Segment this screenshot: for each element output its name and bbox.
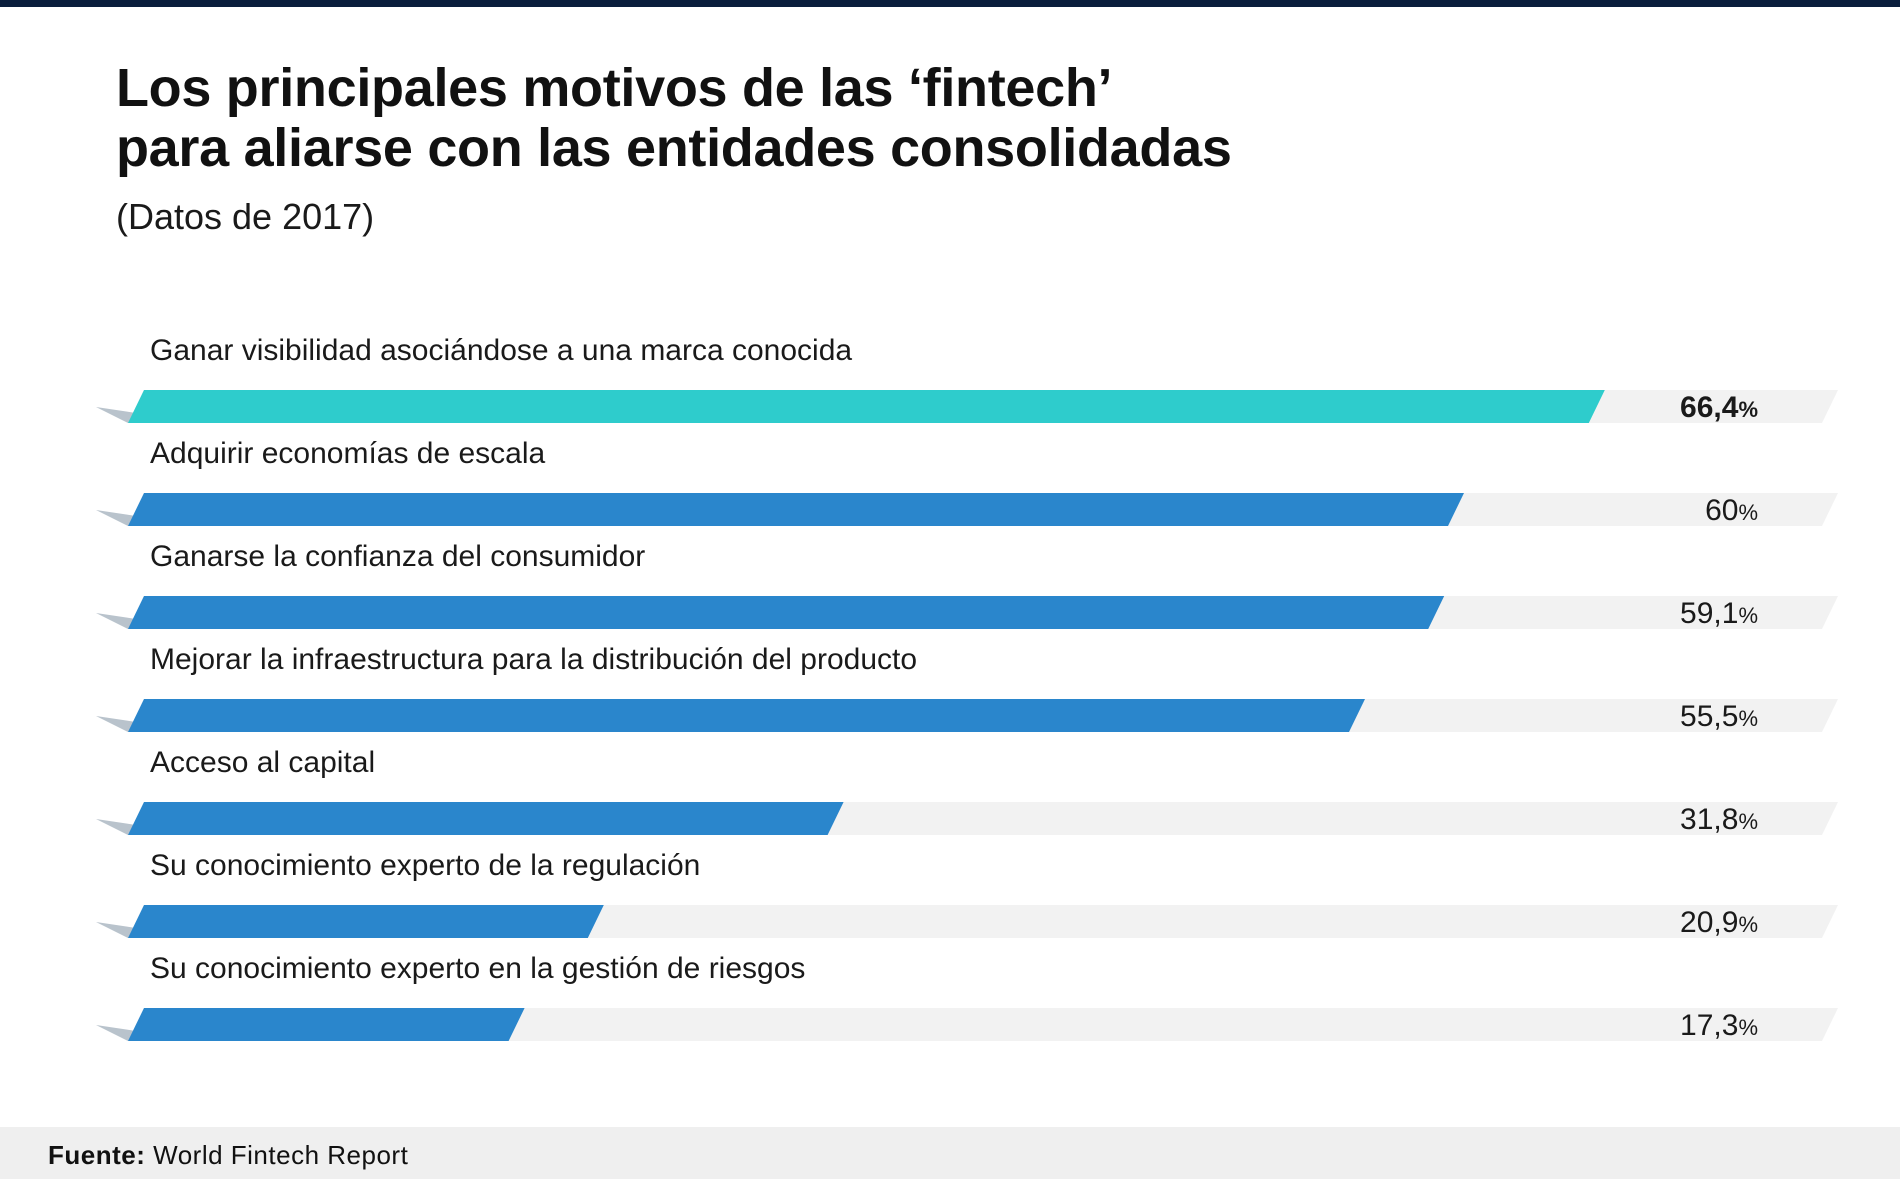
bar (128, 1008, 525, 1041)
bar-track (128, 1008, 1838, 1041)
value-label: 59,1% (1680, 597, 1758, 630)
bar (128, 802, 844, 835)
bar-shadow (96, 1025, 136, 1041)
bar-shadow (96, 922, 136, 938)
source-value: World Fintech Report (153, 1140, 409, 1170)
chart-title-line1: Los principales motivos de las ‘fintech’ (116, 58, 1113, 118)
category-label: Mejorar la infraestructura para la distr… (150, 643, 917, 676)
bar (128, 390, 1605, 423)
bar-shadow (96, 407, 136, 423)
value-label: 31,8% (1680, 803, 1758, 836)
category-label: Ganarse la confianza del consumidor (150, 540, 645, 573)
bar (128, 905, 604, 938)
source-label: Fuente: (48, 1140, 146, 1170)
value-label: 20,9% (1680, 906, 1758, 939)
source-note: Fuente: World Fintech Report (48, 1140, 408, 1171)
category-label: Su conocimiento experto en la gestión de… (150, 952, 805, 985)
bar-shadow (96, 613, 136, 629)
category-label: Su conocimiento experto de la regulación (150, 849, 700, 882)
bar (128, 596, 1445, 629)
bar-shadow (96, 510, 136, 526)
category-label: Acceso al capital (150, 746, 375, 779)
bar-shadow (96, 716, 136, 732)
category-label: Adquirir economías de escala (150, 437, 546, 470)
category-label: Ganar visibilidad asociándose a una marc… (150, 334, 852, 367)
chart-title-line2: para aliarse con las entidades consolida… (116, 118, 1232, 178)
bar-shadow (96, 819, 136, 835)
bar (128, 699, 1365, 732)
bar (128, 493, 1464, 526)
value-label: 66,4% (1680, 391, 1758, 424)
chart-title: Los principales motivos de las ‘fintech’… (116, 58, 1616, 178)
value-label: 60% (1705, 494, 1758, 527)
value-label: 55,5% (1680, 700, 1758, 733)
bar-chart: Ganar visibilidad asociándose a una marc… (96, 334, 1838, 1042)
top-rule (0, 0, 1900, 7)
value-label: 17,3% (1680, 1009, 1758, 1042)
chart-subtitle: (Datos de 2017) (116, 196, 375, 237)
footer: Fuente: World Fintech Report (0, 1127, 1900, 1179)
